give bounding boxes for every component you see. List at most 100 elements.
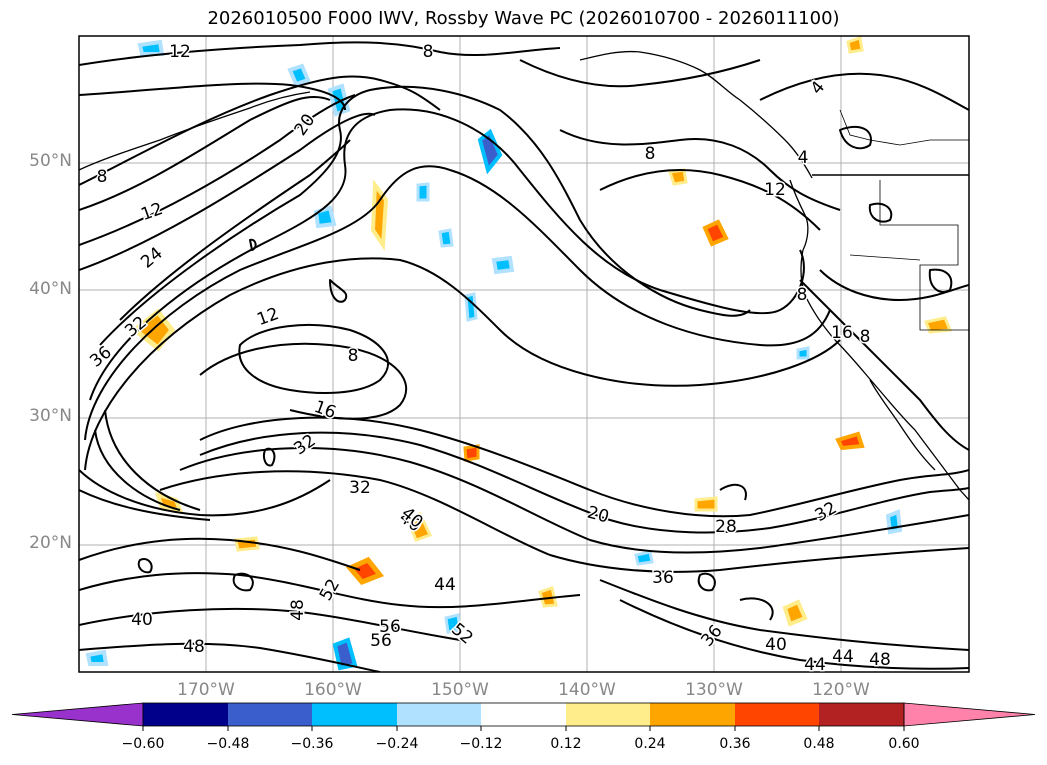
contour-line <box>199 416 969 518</box>
contour-line <box>79 642 381 672</box>
colorbar-extend-min <box>11 702 144 727</box>
contour-line <box>119 139 351 321</box>
colorbar-segment <box>481 703 566 726</box>
contour-label: 56 <box>370 631 392 651</box>
contour-line <box>599 579 969 651</box>
contour-line <box>759 72 969 111</box>
colorbar-tick-label: 0.24 <box>634 736 666 752</box>
anomaly-red <box>835 431 865 451</box>
colorbar-segment <box>566 703 650 726</box>
contour-line <box>84 165 831 441</box>
anomaly-blue <box>416 182 430 202</box>
anomaly-orange <box>694 496 718 512</box>
contour-label: 56 <box>379 617 401 637</box>
contour-line <box>719 483 747 501</box>
contour-line <box>79 112 376 271</box>
contour-line <box>94 429 181 511</box>
contour-label: 8 <box>97 167 108 187</box>
colorbar-segments <box>11 702 1036 731</box>
contour-line <box>249 238 257 251</box>
colorbar-segment <box>819 703 904 726</box>
contour-line <box>79 572 581 609</box>
contour-line <box>79 469 331 517</box>
colorbar-tick-label: −0.12 <box>459 736 503 752</box>
colorbar-segment <box>650 703 735 726</box>
lat-label-50n: 50°N <box>29 151 72 171</box>
contour-label: 48 <box>869 650 891 670</box>
contour-label: 36 <box>652 568 674 588</box>
anomaly-blue <box>438 228 454 248</box>
lat-label-40n: 40°N <box>29 279 72 299</box>
contour-line <box>262 447 276 467</box>
anomaly-blue <box>444 613 462 634</box>
anomaly-blue <box>313 205 337 229</box>
contour-line <box>599 169 821 231</box>
anomaly-blue <box>85 649 109 666</box>
contour-line <box>868 202 893 223</box>
anomaly-blue <box>491 255 515 275</box>
border-states <box>879 180 969 331</box>
contour-label: 16 <box>831 323 853 343</box>
colorbar-tick-label: −0.48 <box>206 736 250 752</box>
contour-line <box>79 607 461 641</box>
contour-label: 48 <box>183 637 205 657</box>
contour-line <box>839 125 872 150</box>
contour-line <box>179 447 969 554</box>
lat-label-30n: 30°N <box>29 406 72 426</box>
contour-line <box>79 489 211 521</box>
contour-line <box>79 41 561 66</box>
contour-line <box>559 129 841 211</box>
lon-label-160w: 160°W <box>304 680 362 700</box>
anomaly-orange <box>406 511 433 542</box>
contour-label: 32 <box>349 478 371 498</box>
contour-line <box>79 94 356 246</box>
anomaly-orange <box>782 599 808 627</box>
contour-label: 8 <box>645 144 656 164</box>
colorbar-extend-max <box>903 702 1036 727</box>
border-yukon <box>839 109 969 146</box>
anomaly-blue <box>796 346 810 360</box>
contour-line <box>89 108 805 401</box>
colorbar-tick-label: 0.36 <box>719 736 751 752</box>
contour-label: 8 <box>860 327 871 347</box>
figure-title: 2026010500 F000 IWV, Rossby Wave PC (202… <box>207 8 840 29</box>
contour-label: 40 <box>765 635 787 655</box>
contour-line <box>79 82 346 111</box>
colorbar-tick-label: 0.60 <box>888 736 920 752</box>
colorbar-segment <box>312 703 397 726</box>
contour-line <box>79 75 441 186</box>
contour-line <box>137 558 153 574</box>
colorbar-segment <box>735 703 819 726</box>
contour-label: 28 <box>715 517 737 537</box>
contour-line <box>79 96 331 211</box>
contour-label: 8 <box>797 285 808 305</box>
anomaly-blue <box>287 63 311 87</box>
anomaly-blue <box>477 128 503 175</box>
colorbar-tick-label: −0.60 <box>121 736 165 752</box>
contour-line <box>84 257 841 471</box>
contour-line <box>79 537 361 571</box>
colorbar-tick-label: −0.24 <box>375 736 419 752</box>
contour-line <box>159 470 969 573</box>
contour-line <box>739 597 774 621</box>
border-states <box>849 254 921 261</box>
anomaly-orange <box>538 586 558 608</box>
coastline-alaska <box>579 50 813 179</box>
lon-label-170w: 170°W <box>177 680 235 700</box>
contour-line <box>519 59 761 88</box>
lon-label-150w: 150°W <box>431 680 489 700</box>
contour-line <box>799 279 969 451</box>
contour-label: 48 <box>288 599 308 621</box>
contour-label: 8 <box>423 42 434 62</box>
contour-label: 44 <box>804 655 826 675</box>
contour-line <box>232 572 254 592</box>
lon-label-140w: 140°W <box>558 680 616 700</box>
coastline-bc <box>789 179 809 251</box>
gridlines <box>79 36 969 672</box>
coastlines <box>79 50 969 501</box>
iwv-contours <box>79 41 969 672</box>
colorbar-frame <box>142 702 905 727</box>
colorbar-tick-label: 0.12 <box>550 736 582 752</box>
